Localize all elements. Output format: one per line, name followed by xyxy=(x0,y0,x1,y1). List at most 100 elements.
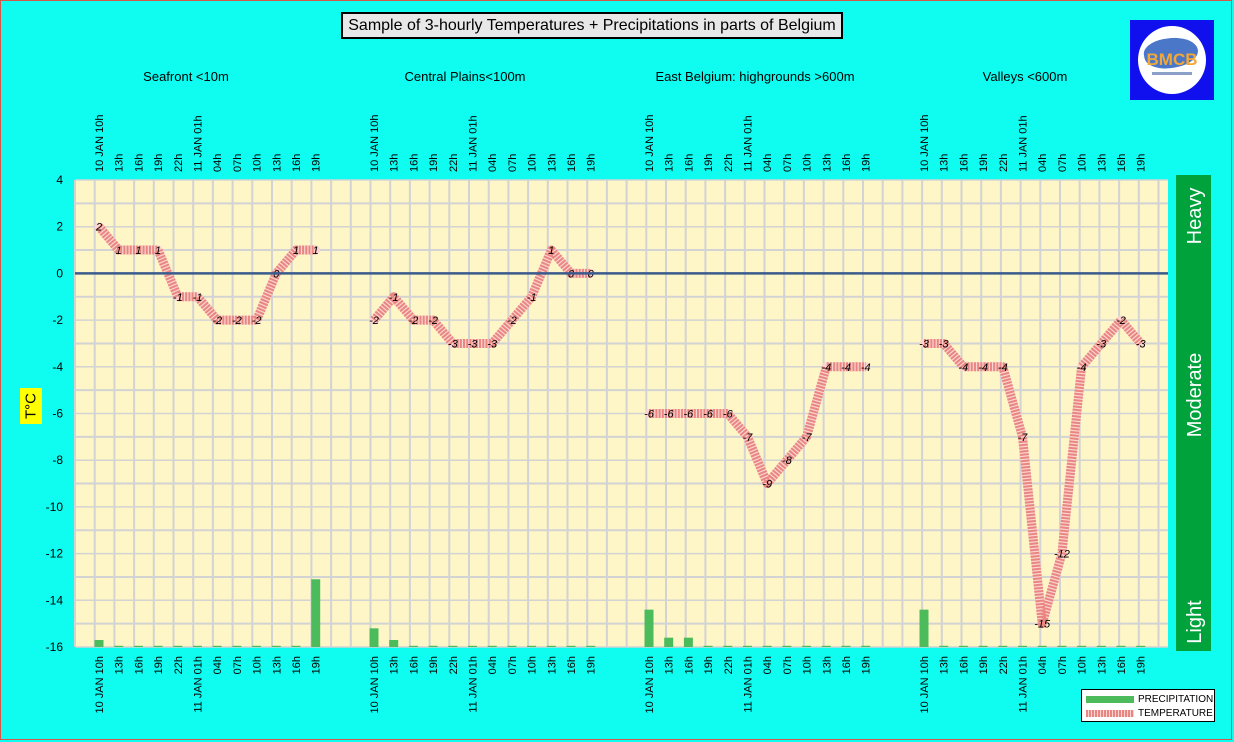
region-label: East Belgium: highgrounds >600m xyxy=(655,69,854,84)
x-tick-label-top: 16h xyxy=(841,154,853,172)
temperature-data-label: -4 xyxy=(841,362,851,374)
temperature-data-label: -12 xyxy=(1054,549,1070,561)
precip-scale-label: Light xyxy=(1184,600,1206,644)
y-tick-label: -10 xyxy=(46,500,64,514)
x-tick-label-bottom: 22h xyxy=(998,656,1010,674)
x-tick-label-bottom: 13h xyxy=(1096,656,1108,674)
legend: PRECIPITATION TEMPERATURE xyxy=(1081,689,1215,722)
precip-bar xyxy=(939,645,949,647)
temperature-data-label: -7 xyxy=(1018,432,1029,444)
legend-item-precipitation: PRECIPITATION xyxy=(1086,692,1213,706)
temperature-data-label: -3 xyxy=(1136,338,1147,350)
x-tick-label-bottom: 11 JAN 01h xyxy=(743,656,755,713)
x-tick-label-bottom: 11 JAN 01h xyxy=(1018,656,1030,713)
x-tick-label-top: 16h xyxy=(683,154,695,172)
x-tick-label-top: 07h xyxy=(507,154,519,172)
x-tick-label-bottom: 13h xyxy=(389,656,401,674)
temperature-line xyxy=(649,362,866,489)
x-tick-label-bottom: 13h xyxy=(821,656,833,674)
x-tick-label-top: 10 JAN 10h xyxy=(369,115,381,172)
x-tick-label-top: 11 JAN 01h xyxy=(1018,115,1030,172)
temperature-data-label: -3 xyxy=(487,338,498,350)
precip-bar xyxy=(586,645,596,647)
temperature-data-label: -1 xyxy=(173,292,183,304)
precip-bar xyxy=(212,645,222,647)
temperature-data-label: 1 xyxy=(155,245,161,257)
x-tick-label-top: 16h xyxy=(408,154,420,172)
x-tick-label-bottom: 16h xyxy=(291,656,303,674)
temperature-data-label: -2 xyxy=(369,315,379,327)
x-tick-label-bottom: 13h xyxy=(664,656,676,674)
y-tick-label: -12 xyxy=(46,547,64,561)
temperature-data-label: -4 xyxy=(978,362,988,374)
y-tick-label: -14 xyxy=(46,593,64,607)
precip-bar xyxy=(173,645,183,647)
precip-bar xyxy=(683,637,693,647)
precip-bar xyxy=(507,645,517,647)
y-tick-label: -2 xyxy=(52,313,63,327)
temperature-data-label: -4 xyxy=(959,362,969,374)
temperature-data-label: -2 xyxy=(252,315,262,327)
precip-bar xyxy=(762,645,772,647)
precip-bar xyxy=(998,645,1008,647)
x-tick-label-bottom: 04h xyxy=(762,656,774,674)
x-tick-label-top: 07h xyxy=(782,154,794,172)
x-tick-label-bottom: 07h xyxy=(1057,656,1069,674)
x-tick-label-top: 13h xyxy=(1096,154,1108,172)
x-tick-label-bottom: 19h xyxy=(428,656,440,674)
precip-bar xyxy=(958,645,968,647)
precip-bar xyxy=(919,609,929,647)
x-tick-label-bottom: 22h xyxy=(448,656,460,674)
chart-title: Sample of 3-hourly Temperatures + Precip… xyxy=(341,12,843,39)
precip-bar xyxy=(408,645,418,647)
x-tick-label-top: 16h xyxy=(958,154,970,172)
precip-bar xyxy=(978,645,988,647)
x-tick-label-bottom: 16h xyxy=(841,656,853,674)
x-tick-label-bottom: 19h xyxy=(153,656,165,674)
precip-bar xyxy=(1018,645,1027,647)
temperature-data-label: 1 xyxy=(548,245,554,257)
x-tick-label-top: 16h xyxy=(566,154,578,172)
x-tick-label-top: 13h xyxy=(821,154,833,172)
precip-bar xyxy=(1096,645,1106,647)
x-tick-label-top: 19h xyxy=(703,154,715,172)
precip-bar xyxy=(723,645,733,647)
precip-bar xyxy=(802,645,812,647)
precip-bar xyxy=(153,645,163,647)
x-tick-label-top: 19h xyxy=(428,154,440,172)
temperature-data-label: -2 xyxy=(212,315,222,327)
precip-bar xyxy=(782,645,792,647)
precip-bar xyxy=(133,645,143,647)
x-tick-label-bottom: 19h xyxy=(861,656,873,674)
x-tick-label-top: 16h xyxy=(1116,154,1128,172)
temperature-data-label: -2 xyxy=(507,315,517,327)
temperature-data-label: -4 xyxy=(861,362,871,374)
x-tick-label-bottom: 11 JAN 01h xyxy=(193,656,205,713)
x-tick-label-bottom: 19h xyxy=(311,656,323,674)
precip-bar xyxy=(487,645,497,647)
x-tick-label-top: 04h xyxy=(487,154,499,172)
legend-label-temperature: TEMPERATURE xyxy=(1138,707,1213,719)
temperature-data-label: -8 xyxy=(782,455,793,467)
temperature-data-label: -7 xyxy=(802,432,813,444)
x-tick-label-bottom: 19h xyxy=(586,656,598,674)
legend-swatch-precipitation xyxy=(1086,695,1134,703)
x-tick-label-bottom: 13h xyxy=(939,656,951,674)
x-tick-label-top: 04h xyxy=(212,154,224,172)
x-tick-label-bottom: 10h xyxy=(252,656,264,674)
temperature-data-label: 1 xyxy=(293,245,299,257)
x-tick-label-top: 11 JAN 01h xyxy=(743,115,755,172)
temperature-data-label: -1 xyxy=(193,292,203,304)
x-tick-label-top: 11 JAN 01h xyxy=(193,115,205,172)
x-tick-label-bottom: 10 JAN 10h xyxy=(369,656,381,713)
precip-bar xyxy=(252,645,262,647)
y-tick-label: 0 xyxy=(56,266,63,280)
precip-scale-label: Moderate xyxy=(1184,353,1206,438)
precip-bar xyxy=(644,609,654,647)
y-tick-label: 4 xyxy=(56,173,63,187)
x-tick-label-top: 10 JAN 10h xyxy=(919,115,931,172)
y-tick-label: -16 xyxy=(46,640,64,654)
x-tick-label-top: 13h xyxy=(271,154,283,172)
region-label: Valleys <600m xyxy=(983,69,1068,84)
